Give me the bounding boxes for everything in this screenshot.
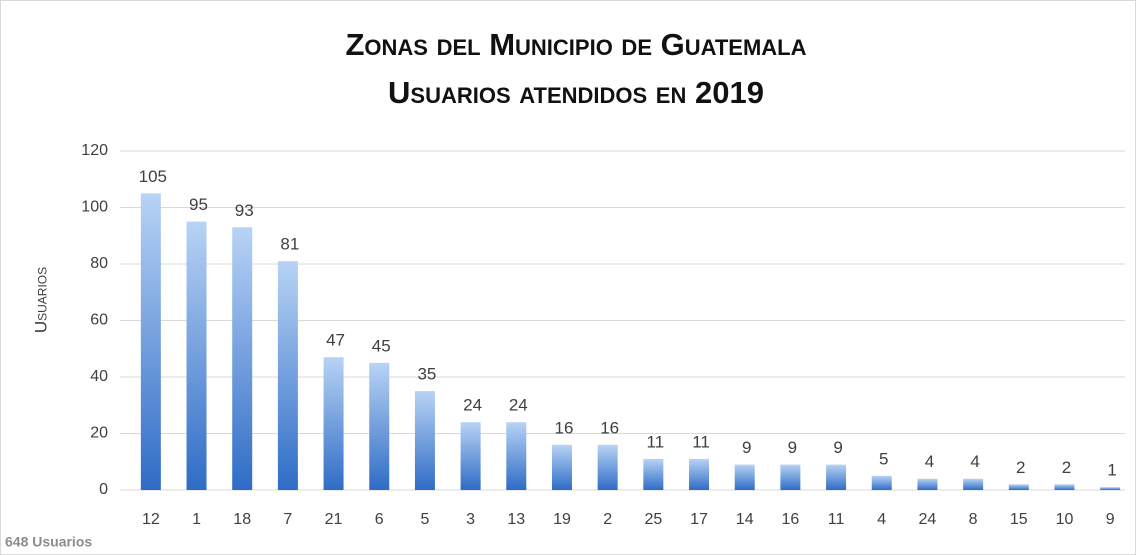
data-label: 35	[417, 365, 436, 384]
data-label: 9	[742, 438, 751, 457]
bar	[917, 478, 938, 490]
data-label: 47	[326, 331, 345, 350]
x-tick-label: 3	[466, 511, 475, 528]
bar	[506, 422, 527, 490]
bar	[551, 444, 572, 490]
x-tick-label: 21	[325, 511, 343, 528]
x-tick-label: 9	[1106, 511, 1115, 528]
x-tick-label: 14	[736, 511, 754, 528]
bar	[369, 362, 390, 490]
data-label: 11	[692, 432, 710, 451]
x-tick-label: 17	[690, 511, 708, 528]
x-tick-label: 24	[919, 511, 937, 528]
data-label: 16	[600, 418, 619, 437]
data-label: 9	[833, 438, 842, 457]
x-tick-label: 5	[420, 511, 429, 528]
data-label: 24	[463, 396, 482, 415]
bar	[460, 422, 481, 490]
bar	[323, 357, 344, 490]
bar	[232, 227, 253, 490]
data-label: 9	[788, 438, 797, 457]
y-tick-label: 40	[90, 368, 108, 385]
x-tick-label: 12	[142, 511, 160, 528]
data-label: 105	[139, 167, 167, 186]
bar	[414, 391, 435, 490]
bar	[826, 464, 847, 490]
chart-subtitle: Usuarios atendidos en 2019	[388, 75, 764, 110]
x-tick-label: 10	[1056, 511, 1074, 528]
data-label: 24	[509, 396, 528, 415]
footnote: 648 Usuarios	[5, 534, 92, 550]
y-tick-label: 120	[81, 142, 108, 159]
x-tick-label: 25	[644, 511, 662, 528]
x-tick-label: 15	[1010, 511, 1028, 528]
x-tick-label: 2	[603, 511, 612, 528]
data-label: 16	[555, 418, 574, 437]
bar	[186, 221, 207, 490]
y-tick-label: 100	[81, 199, 108, 216]
data-label: 95	[189, 195, 208, 214]
bar	[1008, 484, 1029, 490]
y-tick-label: 20	[90, 425, 108, 442]
bar	[1100, 487, 1121, 490]
data-label: 2	[1062, 458, 1071, 477]
x-tick-label: 18	[233, 511, 251, 528]
bar	[689, 458, 710, 490]
bar	[963, 478, 984, 490]
bar	[871, 475, 892, 490]
bar	[780, 464, 801, 490]
bar	[1054, 484, 1075, 490]
data-label: 11	[647, 432, 665, 451]
y-axis-label: Usuarios	[31, 267, 50, 333]
x-tick-label: 7	[283, 511, 292, 528]
data-label: 5	[879, 449, 888, 468]
x-tick-label: 1	[192, 511, 201, 528]
x-tick-label: 8	[969, 511, 978, 528]
bar	[140, 193, 161, 490]
bar	[734, 464, 755, 490]
data-label: 4	[970, 452, 979, 471]
x-tick-label: 16	[781, 511, 799, 528]
data-label: 1	[1107, 461, 1116, 480]
data-label: 4	[925, 452, 934, 471]
x-tick-label: 13	[507, 511, 525, 528]
data-label: 81	[280, 235, 299, 254]
data-label: 93	[235, 201, 254, 220]
x-tick-label: 19	[553, 511, 571, 528]
x-tick-label: 11	[828, 511, 845, 528]
data-label: 45	[372, 336, 391, 355]
bar	[597, 444, 618, 490]
x-tick-label: 6	[375, 511, 384, 528]
y-tick-label: 80	[90, 255, 108, 272]
y-tick-label: 0	[99, 481, 108, 498]
chart-title: Zonas del Municipio de Guatemala	[345, 27, 806, 62]
bar	[277, 261, 298, 490]
data-label: 2	[1016, 458, 1025, 477]
bar	[643, 458, 664, 490]
y-tick-label: 60	[90, 312, 108, 329]
x-tick-label: 4	[877, 511, 886, 528]
